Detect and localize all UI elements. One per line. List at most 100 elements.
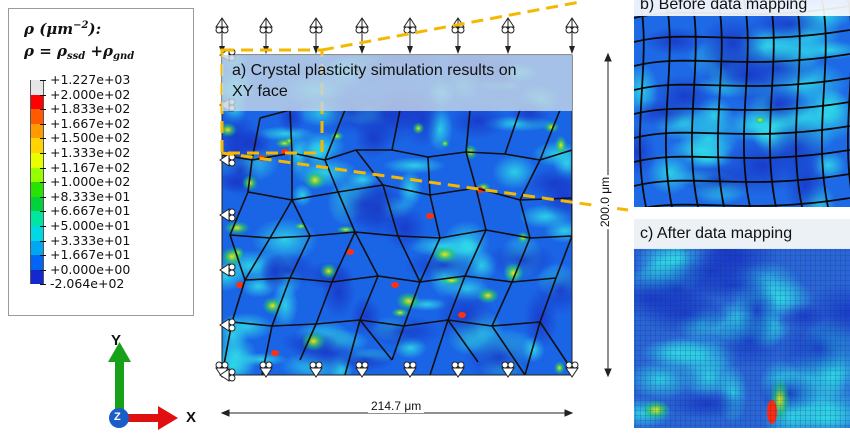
legend-level-label: +6.667e+01: [50, 203, 131, 219]
legend-tick: [40, 284, 46, 286]
grain-boundary: [229, 234, 246, 281]
after-mapping-title-background: [634, 219, 850, 249]
grain-boundary: [539, 321, 572, 371]
roller-support-icon: [259, 361, 273, 378]
grain-boundary: [337, 184, 384, 193]
grain-boundary: [403, 281, 421, 327]
grain-boundary: [419, 275, 466, 283]
after-mapping-grid-view: [634, 248, 850, 428]
field-low-patch: [350, 296, 382, 336]
roller-support-icon: [219, 208, 236, 222]
legend-level-label: +1.667e+02: [50, 115, 131, 131]
before-mapping-title: b) Before data mapping: [640, 0, 808, 13]
mesh-element-edge: [743, 0, 751, 207]
roller-support-icon: [219, 368, 236, 382]
zoom-line-top: [321, 0, 581, 52]
legend-tick: [40, 94, 46, 96]
grain-boundary: [324, 159, 339, 193]
legend-tick: [40, 196, 46, 198]
legend-level-label: +5.000e+01: [50, 218, 131, 233]
grain-boundary: [447, 275, 466, 321]
grain-boundary: [382, 184, 399, 237]
legend-level-label: +1.333e+02: [50, 145, 131, 160]
x-axis-arrow-head: [158, 406, 178, 430]
top-boundary-supports: [215, 17, 579, 54]
legend-level-label: +1.833e+02: [50, 101, 131, 117]
grain-boundary: [429, 194, 441, 239]
simulation-panel-title: a) Crystal plasticity simulation results…: [232, 62, 517, 100]
load-arrow-head: [407, 46, 413, 54]
field-hot-spot: [222, 122, 238, 138]
legend-swatch: [30, 269, 44, 285]
grain-boundary: [519, 199, 531, 239]
zoom-region-box: [220, 48, 324, 155]
grain-boundary: [289, 235, 311, 279]
after-mapping-title: c) After data mapping: [640, 225, 793, 242]
grain-boundary: [504, 109, 521, 155]
field-cyan-patch: [382, 157, 447, 174]
load-arrow-head: [313, 46, 319, 54]
grain-boundary: [229, 191, 249, 236]
grain-boundary: [391, 325, 405, 361]
field-peak-spot: [458, 312, 466, 318]
grain-boundary: [475, 187, 487, 231]
legend-level-label: +1.167e+02: [50, 159, 131, 175]
field-hot-spot: [391, 307, 409, 318]
grain-boundary: [244, 277, 291, 281]
legend-swatch: [30, 94, 44, 110]
load-arrow-head: [569, 46, 575, 54]
load-arrow-head: [505, 46, 511, 54]
grain-boundary: [391, 149, 429, 158]
grain-boundary: [429, 187, 477, 196]
grain-boundary: [354, 231, 399, 237]
grain-boundary: [539, 277, 557, 323]
grain-boundary: [269, 199, 293, 239]
field-hot-spot: [412, 122, 425, 135]
grain-boundary: [504, 153, 541, 161]
field-hot-spot: [503, 263, 524, 283]
mesh-element-edge: [634, 125, 850, 139]
grain-boundary: [355, 149, 384, 186]
z-axis-label: Z: [114, 411, 121, 423]
grain-boundary: [359, 319, 393, 361]
grain-boundary: [344, 319, 361, 375]
legend-swatch: [30, 182, 44, 197]
grain-boundary: [511, 277, 557, 283]
mesh-element-edge: [795, 0, 803, 207]
y-axis-arrow-head: [108, 342, 131, 362]
grain-boundary: [391, 109, 401, 151]
grain-boundary: [377, 275, 421, 283]
grain-boundary: [519, 159, 541, 201]
grain-boundary: [309, 231, 356, 237]
grain-boundary: [337, 191, 356, 233]
legend-swatch: [30, 138, 44, 153]
field-cyan-patch: [291, 183, 313, 207]
grain-boundary: [359, 275, 379, 321]
grain-boundary: [447, 319, 479, 363]
grain-boundary: [419, 237, 441, 283]
grain-boundary: [397, 235, 441, 239]
field-hot-spot: [554, 135, 568, 155]
field-low-patch: [449, 102, 507, 140]
grain-boundary: [289, 109, 293, 154]
roller-support-icon: [219, 263, 236, 277]
grain-boundary: [259, 109, 291, 119]
grain-boundary: [465, 109, 471, 153]
grain-boundary: [491, 281, 513, 327]
load-arrow-head: [455, 46, 461, 54]
grain-boundary: [324, 109, 346, 161]
field-hot-spot: [319, 263, 338, 280]
y-axis-label: Y: [111, 332, 122, 349]
grain-boundary: [511, 237, 531, 283]
legend-level-label: +2.000e+02: [50, 86, 131, 102]
field-hot-spot: [301, 331, 326, 351]
zoom-low-patch: [634, 98, 698, 128]
legend-tick: [40, 167, 46, 169]
grain-boundary: [289, 277, 333, 283]
grain-boundary: [524, 321, 541, 375]
grain-boundary: [382, 184, 431, 196]
grain-boundary: [359, 319, 405, 327]
legend-swatch: [30, 226, 44, 241]
legend-tick: [40, 255, 46, 257]
grain-boundary: [324, 149, 357, 161]
